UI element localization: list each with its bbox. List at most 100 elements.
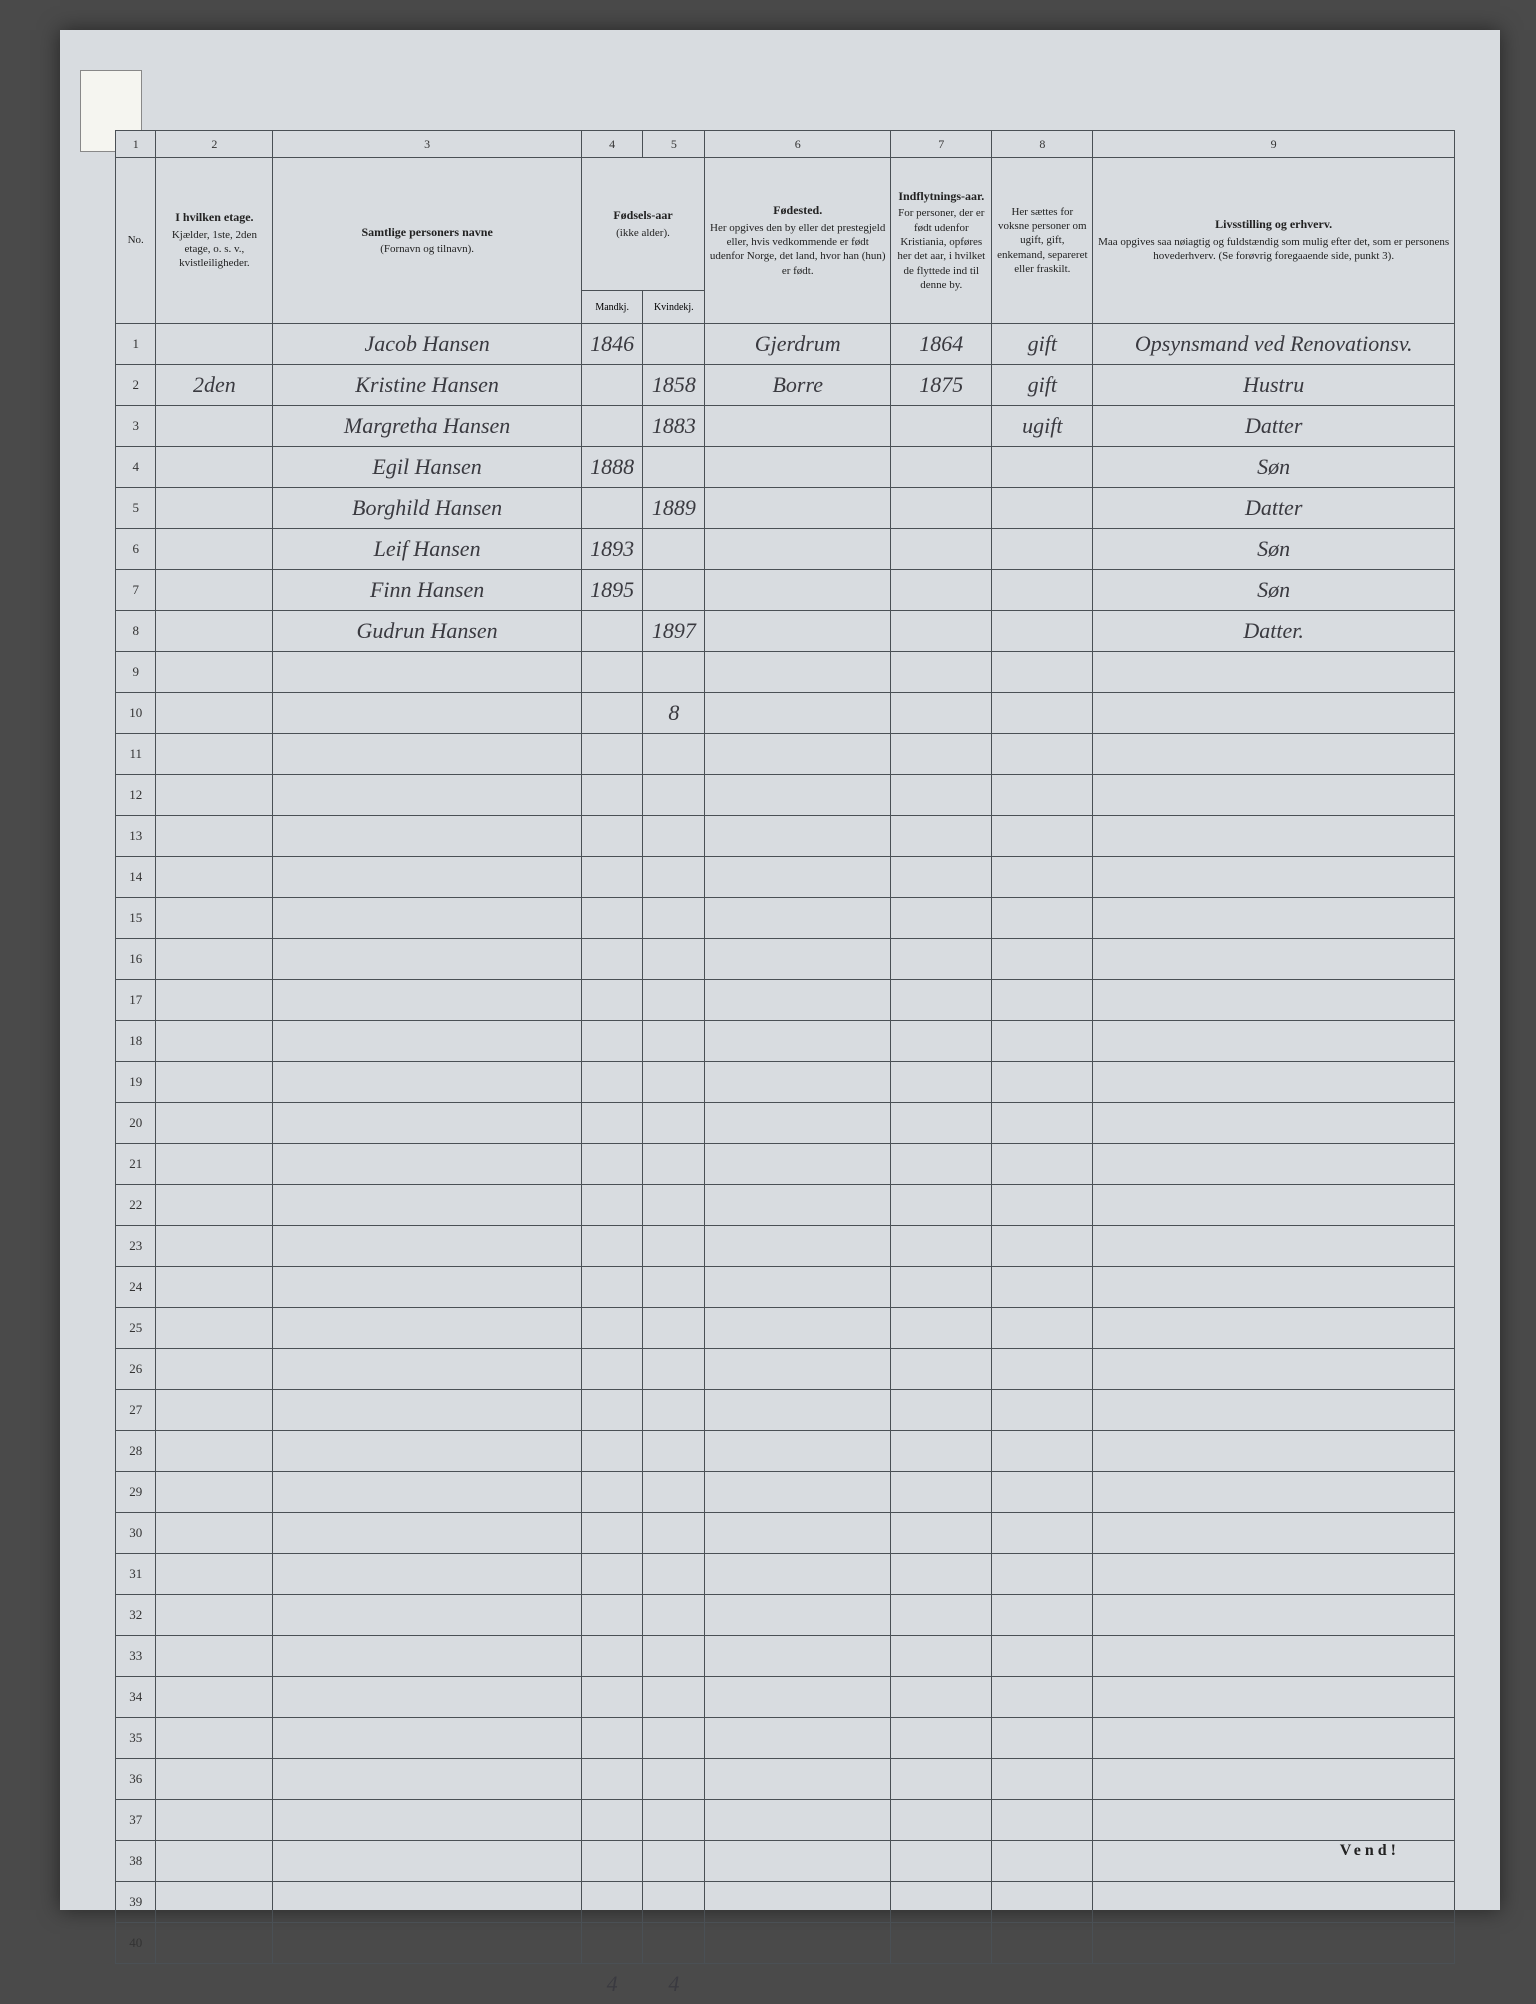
cell-erhverv [1093,775,1455,816]
cell-m [581,1308,643,1349]
cell-m [581,365,643,406]
cell-indflyt [891,1390,992,1431]
cell-indflyt [891,693,992,734]
table-row: 19 [116,1062,1455,1103]
cell-erhverv: Hustru [1093,365,1455,406]
cell-no: 39 [116,1882,156,1923]
cell-indflyt [891,1103,992,1144]
cell-name [273,1513,581,1554]
cell-indflyt [891,1677,992,1718]
table-row: 6Leif Hansen1893Søn [116,529,1455,570]
cell-indflyt [891,857,992,898]
cell-m [581,1021,643,1062]
cell-no: 40 [116,1923,156,1964]
cell-civil [992,1964,1093,2004]
cell-etage [156,652,273,693]
cell-fodested [705,1308,891,1349]
cell-indflyt [891,939,992,980]
cell-indflyt [891,1759,992,1800]
cell-erhverv [1093,1021,1455,1062]
cell-k [643,529,705,570]
cell-civil [992,1677,1093,1718]
cell-erhverv [1093,1800,1455,1841]
cell-m [581,693,643,734]
table-row: 29 [116,1472,1455,1513]
cell-name [273,980,581,1021]
cell-erhverv: Søn [1093,529,1455,570]
cell-civil [992,816,1093,857]
cell-k [643,1513,705,1554]
census-table: 1 2 3 4 5 6 7 8 9 No. I hvilken etage. K… [115,130,1455,2004]
cell-indflyt [891,1923,992,1964]
cell-etage [156,406,273,447]
table-row: 1Jacob Hansen1846Gjerdrum1864giftOpsynsm… [116,324,1455,365]
cell-fodested [705,1964,891,2004]
cell-no: 17 [116,980,156,1021]
cell-erhverv: Datter [1093,406,1455,447]
cell-civil [992,1513,1093,1554]
table-body: 1Jacob Hansen1846Gjerdrum1864giftOpsynsm… [116,324,1455,2004]
cell-fodested [705,1431,891,1472]
cell-no: 37 [116,1800,156,1841]
table-row: 13 [116,816,1455,857]
colnum-6: 6 [705,131,891,158]
cell-erhverv [1093,980,1455,1021]
cell-erhverv [1093,1964,1455,2004]
table-row: 16 [116,939,1455,980]
cell-civil [992,1595,1093,1636]
cell-fodested [705,1062,891,1103]
cell-etage [156,1595,273,1636]
cell-erhverv [1093,898,1455,939]
cell-name [273,1636,581,1677]
cell-no: 36 [116,1759,156,1800]
cell-name [273,1267,581,1308]
cell-etage [156,1390,273,1431]
cell-no: 31 [116,1554,156,1595]
table-row: 3Margretha Hansen1883ugiftDatter [116,406,1455,447]
cell-name [273,1882,581,1923]
cell-k [643,1226,705,1267]
cell-fodested [705,1513,891,1554]
cell-indflyt [891,1308,992,1349]
cell-civil [992,1841,1093,1882]
cell-k: 1883 [643,406,705,447]
cell-indflyt [891,1021,992,1062]
cell-no: 33 [116,1636,156,1677]
cell-etage [156,1103,273,1144]
cell-etage [156,1431,273,1472]
header-etage: I hvilken etage. Kjælder, 1ste, 2den eta… [156,158,273,324]
cell-m [581,1431,643,1472]
footer-vend: Vend! [1340,1842,1400,1860]
cell-indflyt [891,1841,992,1882]
cell-k [643,1349,705,1390]
cell-fodested [705,1841,891,1882]
header-name-sub: (Fornavn og tilnavn). [380,243,474,255]
table-row: 18 [116,1021,1455,1062]
cell-civil [992,1103,1093,1144]
cell-no: 4 [116,447,156,488]
cell-m [581,1472,643,1513]
table-row: 20 [116,1103,1455,1144]
cell-no: 12 [116,775,156,816]
cell-m [581,1595,643,1636]
cell-erhverv: Søn [1093,570,1455,611]
cell-indflyt [891,1472,992,1513]
cell-etage [156,1308,273,1349]
cell-etage [156,1718,273,1759]
cell-etage [156,1636,273,1677]
cell-erhverv: Søn [1093,447,1455,488]
cell-no: 24 [116,1267,156,1308]
cell-indflyt [891,1800,992,1841]
cell-k [643,1472,705,1513]
cell-name [273,1759,581,1800]
cell-erhverv [1093,1431,1455,1472]
cell-erhverv [1093,1472,1455,1513]
cell-m [581,488,643,529]
cell-no: 6 [116,529,156,570]
cell-name [273,1349,581,1390]
cell-fodested [705,447,891,488]
cell-etage [156,857,273,898]
cell-k [643,898,705,939]
cell-m [581,898,643,939]
cell-name [273,939,581,980]
